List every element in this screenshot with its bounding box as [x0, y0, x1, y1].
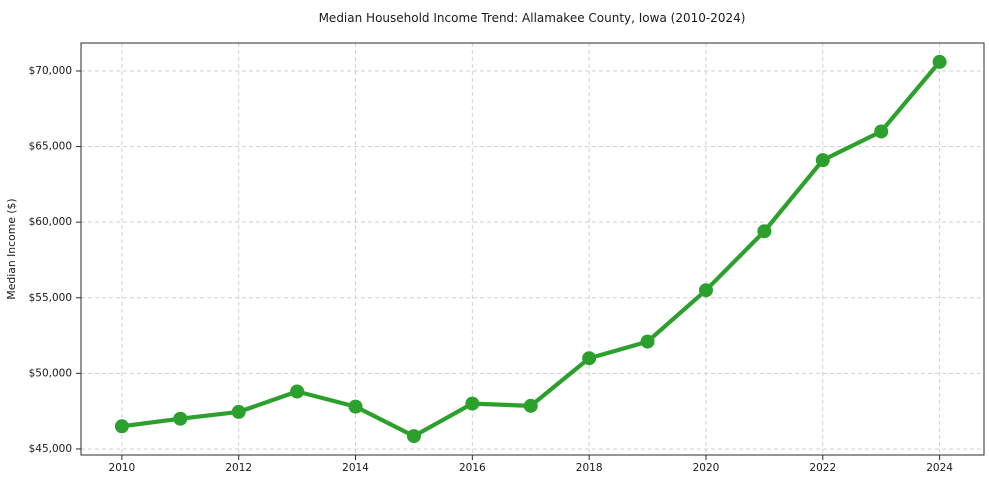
trend-line: [119, 59, 942, 439]
data-point: [465, 396, 480, 411]
data-point: [348, 399, 363, 414]
y-tick-label: $65,000: [29, 141, 72, 153]
x-tick-label: 2020: [693, 462, 720, 474]
x-tick-label: 2018: [576, 462, 603, 474]
data-point: [173, 411, 188, 426]
x-tick-label: 2024: [926, 462, 953, 474]
data-point: [640, 334, 655, 349]
x-tick-label: 2016: [459, 462, 486, 474]
x-tick-label: 2010: [109, 462, 136, 474]
x-tick-label: 2022: [809, 462, 836, 474]
data-point: [757, 224, 772, 239]
x-tick-label: 2012: [225, 462, 252, 474]
data-point: [231, 404, 246, 419]
y-tick-label: $70,000: [29, 65, 72, 77]
tick-layer: [76, 70, 941, 460]
grid-layer: [81, 43, 984, 455]
y-tick-label: $60,000: [29, 216, 72, 228]
tick-label-layer: $45,000 $50,000 $55,000 $60,000 $65,000 $70,0…: [29, 65, 954, 474]
y-tick-label: $45,000: [29, 443, 72, 455]
data-point: [932, 54, 947, 69]
plot-area-frame: [80, 42, 985, 456]
data-point: [815, 153, 830, 168]
y-tick-label: $50,000: [29, 367, 72, 379]
data-point: [114, 419, 129, 434]
data-point: [582, 351, 597, 366]
data-point: [698, 283, 713, 298]
data-point: [874, 124, 889, 139]
y-axis-label: Median Income ($): [5, 198, 18, 299]
chart-title: Median Household Income Trend: Allamakee…: [319, 11, 746, 25]
data-point: [523, 398, 538, 413]
y-tick-label: $55,000: [29, 292, 72, 304]
data-point: [406, 429, 421, 444]
data-point: [290, 384, 305, 399]
x-tick-label: 2014: [342, 462, 369, 474]
series-layer: [114, 54, 947, 444]
